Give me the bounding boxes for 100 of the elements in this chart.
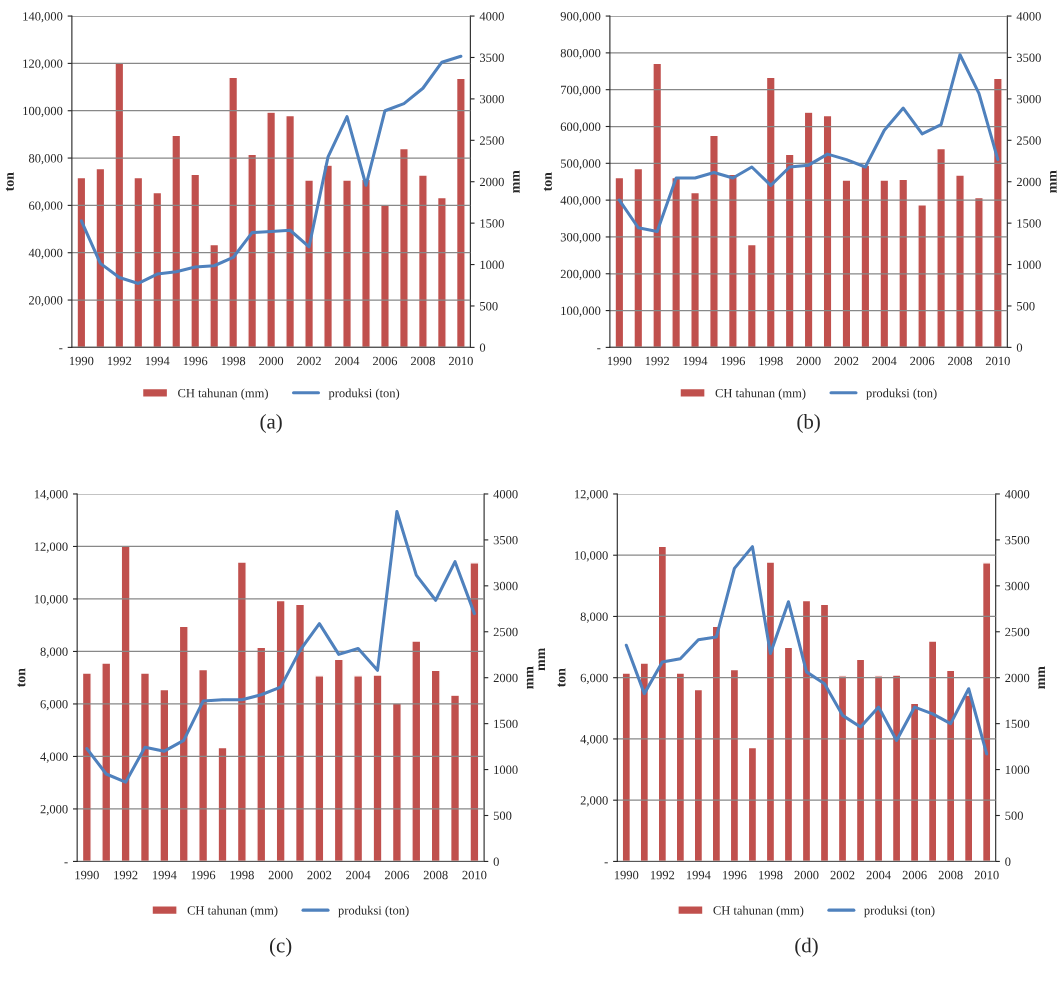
x-tick-label: 2006: [910, 356, 935, 366]
x-tick-label: 2006: [902, 870, 927, 880]
y-axis-title: ton: [557, 668, 566, 688]
x-tick-label: 2004: [346, 870, 371, 880]
bar: [711, 625, 722, 862]
legend-label: produksi (ton): [338, 905, 409, 918]
y-tick-label: 700,000: [561, 85, 601, 96]
bar: [621, 672, 632, 862]
bar: [217, 746, 228, 862]
bar: [837, 675, 848, 862]
bar: [114, 62, 125, 348]
text: (c): [269, 937, 292, 957]
y2-tick-label: 0: [493, 857, 499, 866]
x-tick-label: 2002: [307, 870, 332, 880]
bar: [729, 668, 740, 862]
y-tick-label: 4,000: [580, 734, 608, 746]
bar: [765, 76, 776, 348]
x-tick-label: 1990: [75, 870, 99, 880]
y2-tick-label: 3000: [479, 94, 504, 104]
y2-tick-label: 1000: [480, 260, 504, 270]
bar: [247, 153, 258, 348]
y2-axis-title: mm: [526, 666, 534, 689]
y-tick-label: 8,000: [40, 647, 68, 658]
bar: [709, 134, 719, 348]
y-tick-label: -: [59, 348, 63, 350]
x-tick-label: 2008: [948, 356, 973, 366]
bar: [323, 164, 334, 348]
y-tick-label: 2,000: [580, 796, 608, 807]
bar: [727, 173, 738, 348]
y2-tick-label: 1500: [494, 719, 518, 729]
bar: [652, 62, 663, 348]
y-tick-label: 200,000: [560, 269, 601, 281]
y2-tick-label: 0: [1005, 857, 1011, 866]
y2-tick-label: 500: [1005, 811, 1023, 820]
legend-label: CH tahunan (mm): [713, 905, 804, 918]
bar: [228, 76, 239, 348]
y2-tick-label: 4000: [1004, 489, 1030, 499]
bar: [171, 134, 182, 348]
y-tick-label: 20,000: [29, 296, 63, 307]
bar: [909, 702, 920, 862]
bar: [285, 114, 296, 348]
bar: [873, 675, 884, 862]
x-tick-label: 1990: [69, 356, 94, 366]
y-tick-label: 100,000: [561, 306, 601, 317]
x-tick-label: 1996: [723, 870, 747, 880]
y2-tick-label: 3000: [1005, 581, 1030, 591]
y2-tick-label: 1000: [1005, 765, 1030, 775]
y2-tick-label: 1000: [494, 765, 518, 775]
y2-tick-label: 1500: [1017, 219, 1041, 228]
y-tick-label: 10,000: [574, 551, 608, 562]
y2-tick-label: 3500: [1005, 535, 1030, 545]
y2-tick-label: 500: [1017, 301, 1035, 311]
bar: [945, 669, 956, 862]
text: (b): [797, 414, 820, 433]
y-tick-label: 14,000: [34, 489, 68, 501]
bar: [198, 668, 209, 862]
bar: [801, 599, 812, 862]
line-series: [617, 53, 1000, 233]
bar: [981, 562, 992, 862]
bar: [391, 702, 402, 862]
x-tick-label: 2006: [373, 356, 398, 366]
x-tick-label: 2004: [335, 356, 360, 366]
bar: [190, 173, 201, 348]
bar: [746, 243, 757, 348]
bar: [639, 662, 650, 862]
y-tick-label: 6,000: [580, 673, 608, 684]
bar: [398, 147, 409, 348]
y2-tick-label: 3500: [1016, 53, 1041, 62]
bar: [819, 603, 830, 862]
x-tick-label: 2010: [448, 356, 473, 366]
x-tick-label: 2006: [384, 870, 410, 880]
x-tick-label: 1996: [721, 356, 746, 366]
y-tick-label: 6,000: [40, 699, 68, 711]
bar: [266, 111, 277, 348]
x-tick-label: 2010: [462, 870, 487, 880]
bar: [209, 243, 220, 348]
y-tick-label: 40,000: [28, 248, 63, 259]
x-tick-label: 1992: [645, 356, 670, 366]
x-tick-label: 1990: [614, 870, 639, 880]
x-tick-label: 2010: [974, 870, 999, 880]
y2-tick-label: 3000: [493, 581, 518, 591]
bar: [693, 688, 704, 862]
bar: [879, 179, 890, 348]
y2-axis-title: mm: [1038, 666, 1045, 689]
legend-label: CH tahunan (mm): [187, 905, 278, 918]
y2-tick-label: 500: [480, 301, 498, 311]
bar: [304, 179, 315, 348]
y2-tick-label: 4000: [493, 489, 518, 499]
bar: [361, 178, 371, 348]
x-tick-label: 2000: [268, 870, 293, 880]
bar: [657, 545, 668, 862]
x-tick-label: 1994: [683, 356, 708, 366]
bar: [973, 196, 984, 348]
y-tick-label: 800,000: [560, 48, 601, 60]
legend-label: CH tahunan (mm): [178, 388, 268, 400]
x-tick-label: 2000: [259, 356, 284, 366]
x-tick-label: 1992: [114, 870, 138, 880]
y-tick-label: 2,000: [40, 804, 68, 816]
y-tick-label: 600,000: [560, 122, 601, 133]
x-tick-label: 2004: [866, 870, 891, 880]
